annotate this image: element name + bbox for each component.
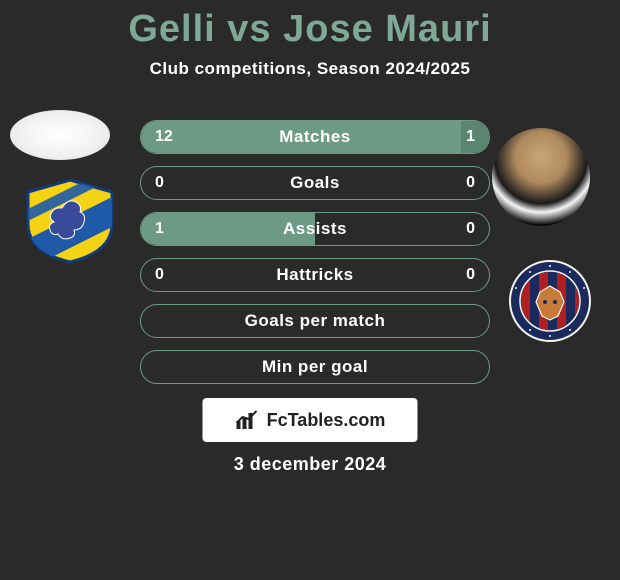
stat-label: Min per goal (141, 357, 489, 377)
date-text: 3 december 2024 (0, 454, 620, 475)
subtitle: Club competitions, Season 2024/2025 (0, 59, 620, 79)
stat-label: Goals (141, 173, 489, 193)
shield-icon (20, 178, 120, 264)
stat-row: 121Matches (140, 120, 490, 154)
stat-row: 00Hattricks (140, 258, 490, 292)
chart-icon (235, 409, 261, 431)
stat-label: Hattricks (141, 265, 489, 285)
stat-label: Goals per match (141, 311, 489, 331)
club-left-crest (20, 178, 120, 264)
stat-row: 00Goals (140, 166, 490, 200)
stat-row: Goals per match (140, 304, 490, 338)
branding-badge: FcTables.com (203, 398, 418, 442)
stats-area: 121Matches 00Goals 10Assists 00Hattricks Goa… (140, 120, 490, 396)
stat-label: Assists (141, 219, 489, 239)
stat-label: Matches (141, 127, 489, 147)
badge-icon (500, 258, 600, 344)
player-left-avatar (10, 110, 110, 160)
stat-row: 10Assists (140, 212, 490, 246)
page-title: Gelli vs Jose Mauri (0, 0, 620, 51)
branding-text: FcTables.com (267, 410, 386, 431)
club-right-crest (500, 258, 600, 344)
player-right-avatar (492, 128, 590, 226)
stat-row: Min per goal (140, 350, 490, 384)
